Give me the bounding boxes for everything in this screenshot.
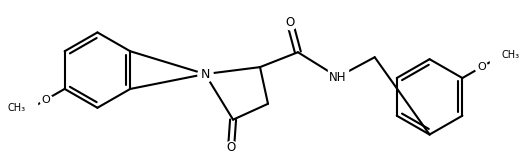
Text: NH: NH xyxy=(329,70,347,84)
Text: O: O xyxy=(41,95,50,105)
Text: CH₃: CH₃ xyxy=(502,50,520,60)
Text: O: O xyxy=(285,16,295,29)
Text: CH₃: CH₃ xyxy=(7,103,25,113)
Text: O: O xyxy=(477,62,486,72)
Text: N: N xyxy=(200,68,210,81)
Text: O: O xyxy=(226,141,236,154)
